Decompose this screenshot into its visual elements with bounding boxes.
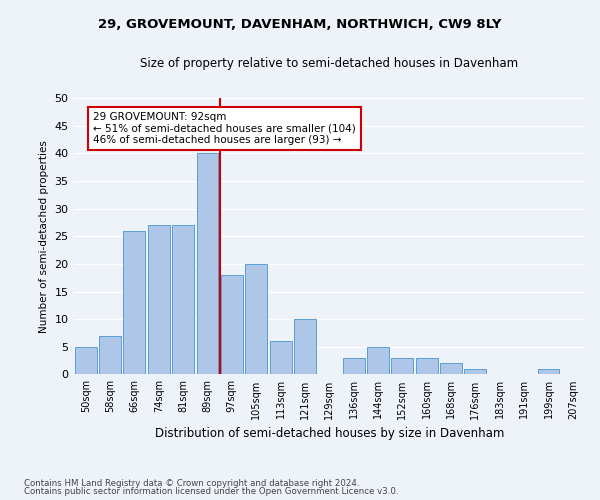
Bar (416, 358, 437, 374)
Bar (172, 225, 194, 374)
Bar (197, 154, 218, 374)
Text: Contains HM Land Registry data © Crown copyright and database right 2024.: Contains HM Land Registry data © Crown c… (24, 478, 359, 488)
Text: Contains public sector information licensed under the Open Government Licence v3: Contains public sector information licen… (24, 487, 398, 496)
Bar (391, 358, 413, 374)
Title: Size of property relative to semi-detached houses in Davenham: Size of property relative to semi-detach… (140, 58, 518, 70)
Bar (148, 225, 170, 374)
Bar (99, 336, 121, 374)
Bar (124, 230, 145, 374)
Bar (221, 275, 243, 374)
Bar (269, 342, 292, 374)
Bar (294, 319, 316, 374)
Bar (440, 364, 462, 374)
X-axis label: Distribution of semi-detached houses by size in Davenham: Distribution of semi-detached houses by … (155, 427, 504, 440)
Bar (367, 347, 389, 374)
Bar (538, 369, 559, 374)
Bar (245, 264, 267, 374)
Bar (343, 358, 365, 374)
Text: 29, GROVEMOUNT, DAVENHAM, NORTHWICH, CW9 8LY: 29, GROVEMOUNT, DAVENHAM, NORTHWICH, CW9… (98, 18, 502, 30)
Text: 29 GROVEMOUNT: 92sqm
← 51% of semi-detached houses are smaller (104)
46% of semi: 29 GROVEMOUNT: 92sqm ← 51% of semi-detac… (93, 112, 356, 145)
Bar (464, 369, 487, 374)
Y-axis label: Number of semi-detached properties: Number of semi-detached properties (39, 140, 49, 332)
Bar (75, 347, 97, 374)
